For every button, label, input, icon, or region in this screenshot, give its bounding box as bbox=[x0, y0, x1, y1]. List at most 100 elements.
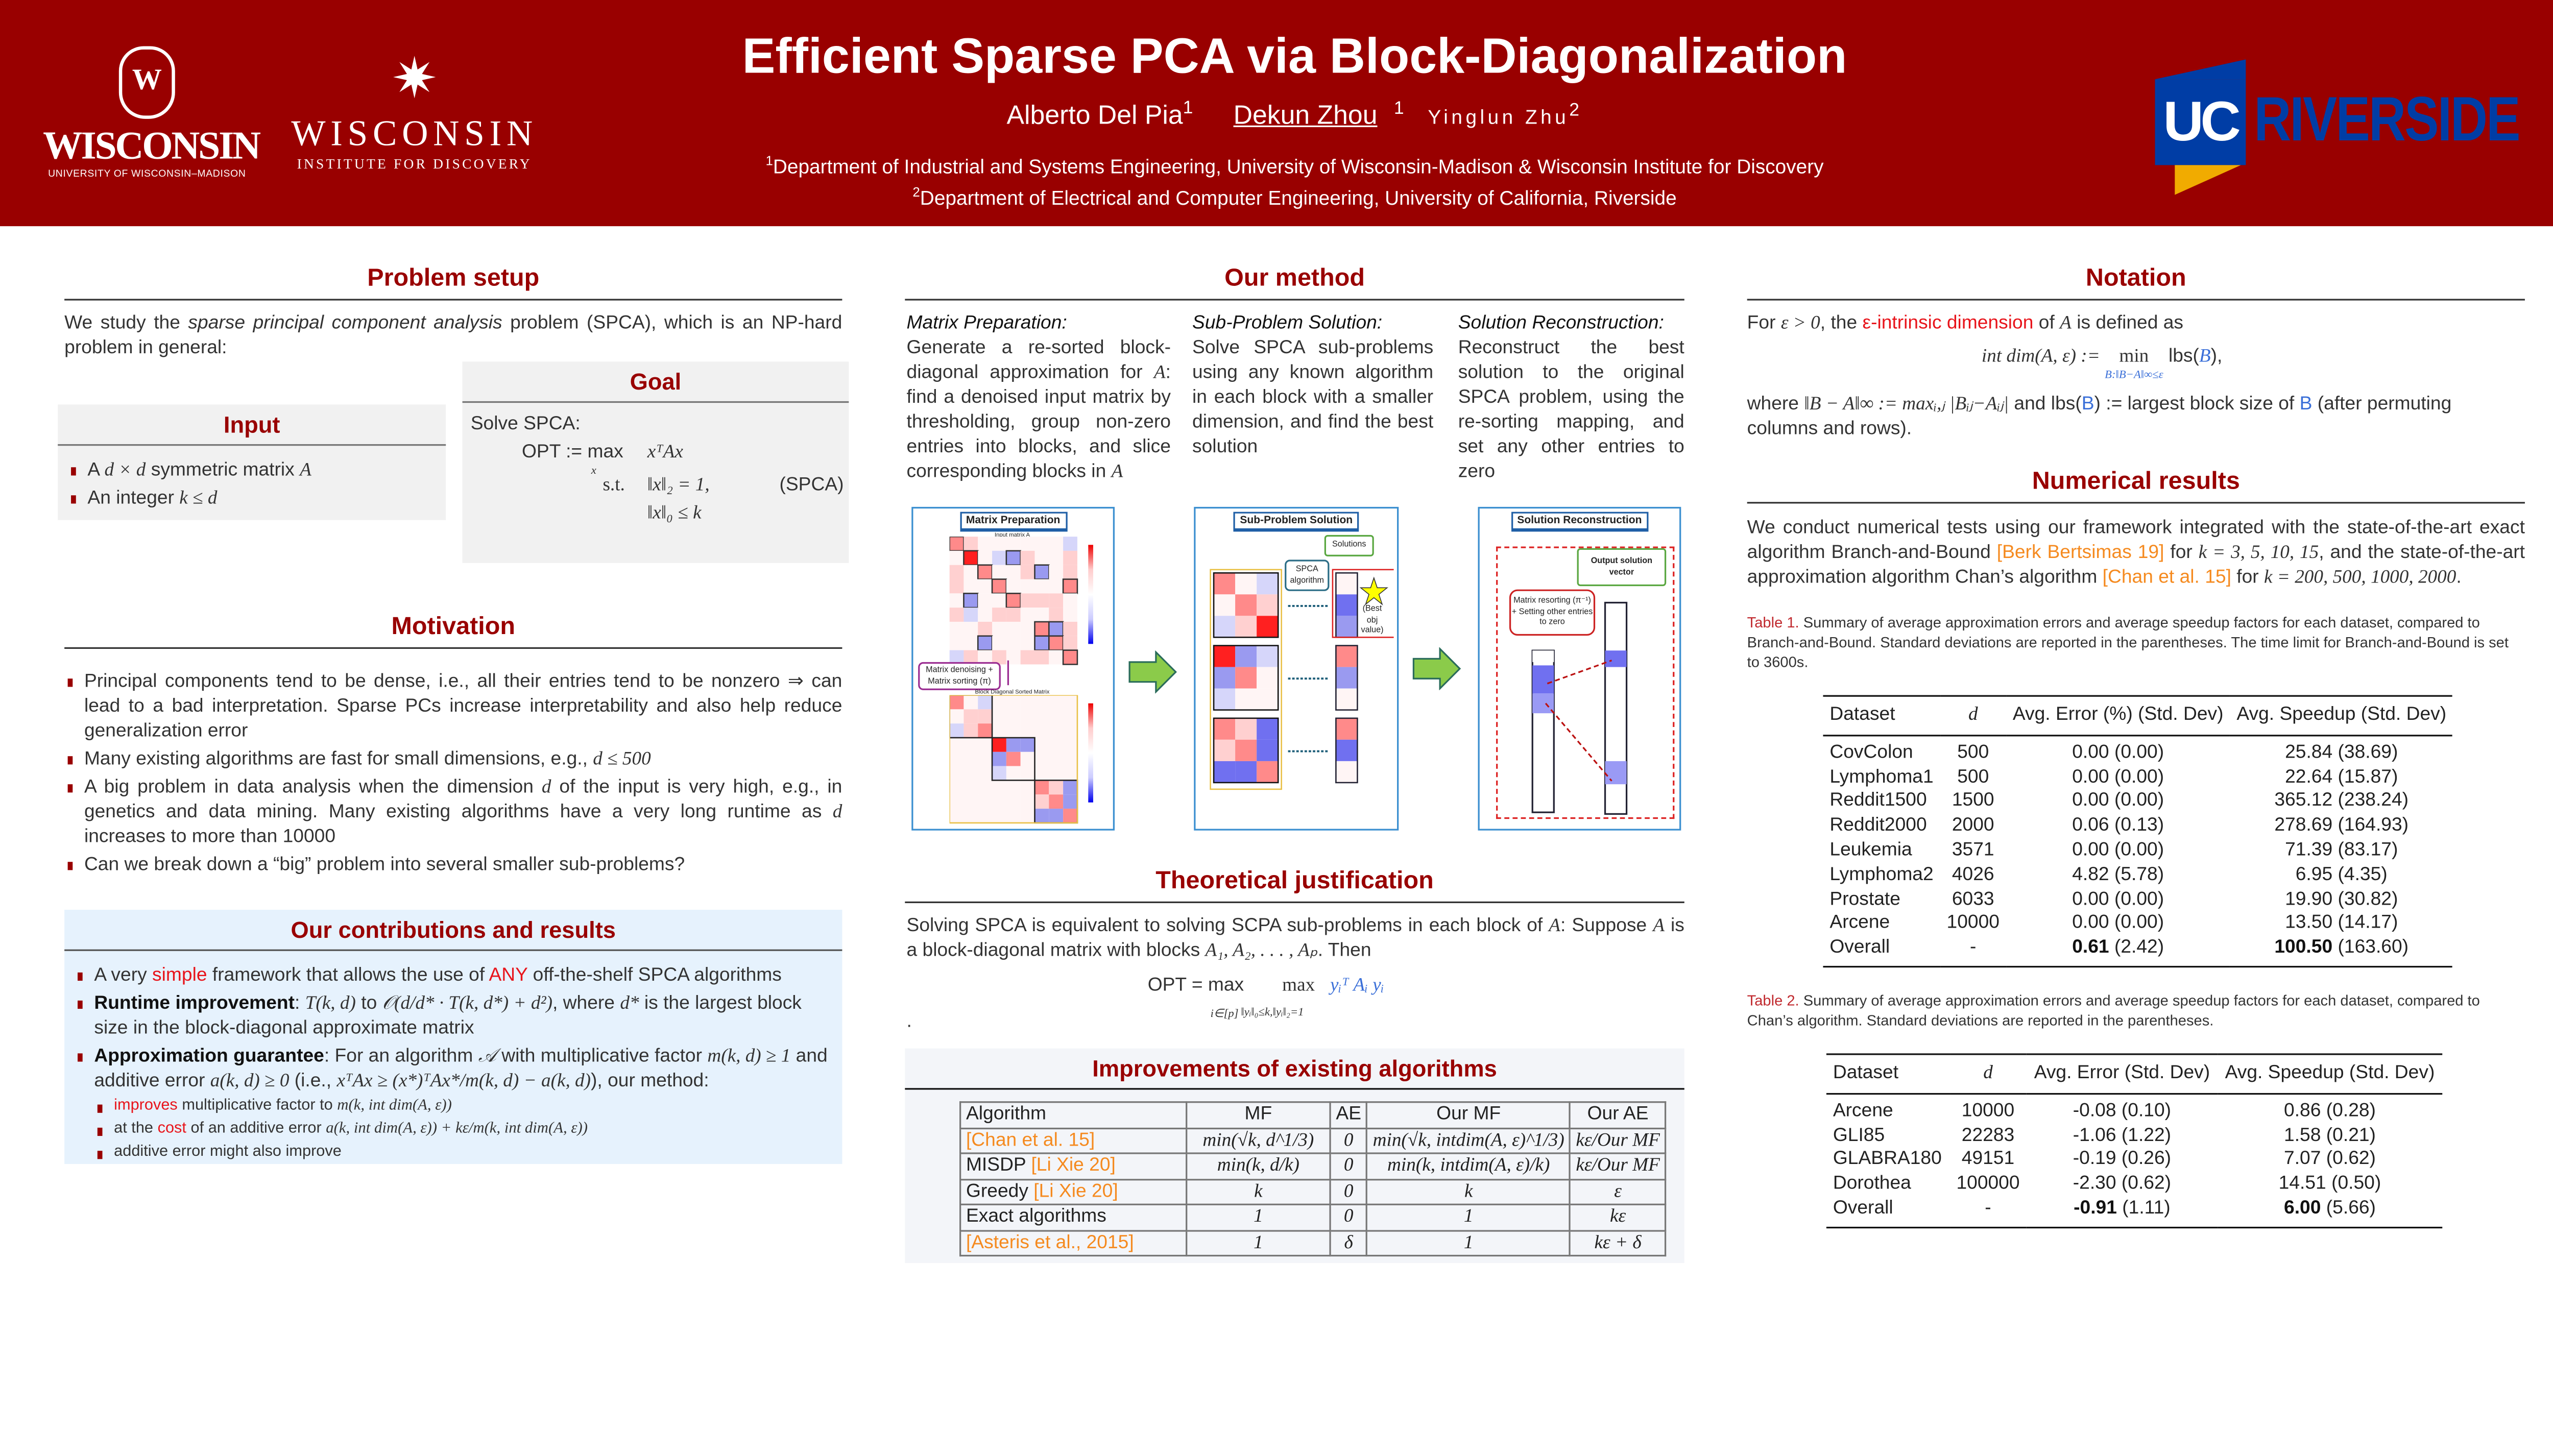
heatmap-cell bbox=[1048, 635, 1064, 651]
heatmap-cell bbox=[949, 794, 964, 809]
theory-title: Theoretical justification bbox=[905, 867, 1684, 904]
citation-link[interactable]: [Li Xie 20] bbox=[1033, 1181, 1118, 1201]
error-cell: 0.00 (0.00) bbox=[2072, 840, 2164, 860]
heatmap-cell bbox=[1214, 594, 1236, 616]
heatmap-cell bbox=[992, 809, 1006, 823]
heatmap-cell bbox=[1235, 667, 1257, 689]
text-segment: to bbox=[355, 993, 382, 1014]
table-row: Greedy [Li Xie 20] k 0 k ε bbox=[959, 1178, 1667, 1205]
text-segment: and additive error bbox=[94, 1047, 828, 1091]
subproblem-blocks bbox=[1210, 569, 1394, 790]
heatmap-cell bbox=[992, 766, 1006, 781]
text-segment: k ≤ d bbox=[179, 489, 218, 509]
text-segment: d × d bbox=[104, 460, 146, 481]
mf-cell: 1 bbox=[1186, 1229, 1331, 1257]
citation-link[interactable]: [Li Xie 20] bbox=[1031, 1155, 1116, 1176]
heatmap-cell bbox=[964, 650, 978, 665]
heatmap-cell bbox=[1006, 695, 1021, 710]
improvements-title: Improvements of existing algorithms bbox=[905, 1049, 1684, 1090]
heatmap-cell bbox=[1034, 695, 1049, 710]
heatmap-cell bbox=[1257, 616, 1279, 638]
heatmap-cell bbox=[949, 737, 964, 752]
heatmap-cell bbox=[992, 621, 1006, 636]
solution-vector bbox=[1335, 645, 1358, 711]
heatmap-cell bbox=[1049, 751, 1064, 766]
contributions-list: A very simple framework that allows the … bbox=[75, 964, 829, 1162]
error-cell: 0.00 (0.00) bbox=[2072, 742, 2164, 763]
text-segment: Many existing algorithms are fast for sm… bbox=[84, 749, 593, 770]
heatmap-cell bbox=[1020, 737, 1035, 752]
heatmap-cell bbox=[1336, 573, 1358, 595]
heatmap-cell bbox=[1006, 608, 1021, 622]
heatmap-cell bbox=[992, 780, 1006, 795]
heatmap-cell bbox=[1063, 723, 1077, 738]
d-cell: 500 bbox=[1957, 742, 1989, 763]
our-ae-cell: kε/Our MF bbox=[1569, 1152, 1667, 1180]
text-segment: cost bbox=[157, 1119, 186, 1138]
heatmap-cell bbox=[964, 737, 978, 752]
motivation-item: Can we break down a “big” problem into s… bbox=[64, 854, 842, 879]
text-segment: at the bbox=[114, 1119, 158, 1138]
heatmap-cell bbox=[1257, 667, 1279, 689]
blocks-frame bbox=[1210, 569, 1282, 790]
table-row: CovColon 500 0.00 (0.00) 25.84 (38.69) bbox=[1823, 735, 2453, 765]
speedup-cell: 7.07 (0.62) bbox=[2284, 1150, 2376, 1170]
heatmap-cell bbox=[1034, 794, 1049, 809]
heatmap-cell bbox=[1020, 794, 1035, 809]
text-segment: . Then bbox=[1317, 941, 1371, 961]
citation-link[interactable]: [Chan et al. 15] bbox=[966, 1130, 1095, 1150]
contribution-item: Runtime improvement: T(k, d) to 𝒪(d/d* ·… bbox=[75, 992, 829, 1042]
reconstruction-vectors bbox=[1531, 601, 1628, 815]
citation-link[interactable]: [Asteris et al., 2015] bbox=[966, 1232, 1134, 1253]
contribution-item: Approximation guarantee: For an algorith… bbox=[75, 1045, 829, 1162]
text-segment: multiplicative factor to bbox=[177, 1096, 338, 1115]
notation-where: where ‖B − A‖∞ := maxᵢ,ⱼ |Bᵢⱼ−Aᵢⱼ| and l… bbox=[1747, 393, 2525, 443]
heatmap-cell bbox=[1257, 688, 1279, 710]
heatmap-cell bbox=[1034, 737, 1049, 752]
text-segment: , the bbox=[1820, 313, 1863, 334]
our-ae-cell: kε bbox=[1569, 1203, 1667, 1231]
method-col-preparation: Matrix Preparation: Generate a re-sorted … bbox=[906, 313, 1171, 482]
wid-logo-sub: INSTITUTE FOR DISCOVERY bbox=[297, 155, 532, 172]
dataset-cell: Arcene bbox=[1833, 1101, 1893, 1121]
heatmap-cell bbox=[1063, 537, 1077, 551]
star-icon bbox=[1359, 576, 1388, 606]
figure-panel-preparation: Matrix Preparation Input matrix A Matrix… bbox=[911, 506, 1115, 831]
affiliations: 1Department of Industrial and Systems En… bbox=[0, 149, 2553, 211]
heatmap-cell bbox=[1049, 650, 1064, 665]
heatmap-cell bbox=[1006, 537, 1021, 551]
motivation-item: Principal components tend to be dense, i… bbox=[64, 670, 842, 745]
heatmap-cell bbox=[1005, 550, 1021, 566]
ae-cell: 0 bbox=[1329, 1127, 1368, 1154]
heatmap-cell bbox=[1034, 593, 1049, 608]
error-cell: 0.00 (0.00) bbox=[2072, 913, 2164, 934]
heatmap-cell bbox=[1049, 537, 1064, 551]
output-vector-label: Output solution vector bbox=[1577, 548, 1667, 587]
heatmap-cell bbox=[963, 593, 979, 609]
text-segment: xᵀAx ≥ (x*)ᵀAx*/m(k, d) − a(k, d) bbox=[336, 1071, 591, 1091]
heatmap-cell bbox=[1020, 709, 1035, 724]
wid-logo-name: WISCONSIN bbox=[291, 112, 538, 154]
heatmap-cell bbox=[1214, 616, 1236, 638]
heatmap-cell bbox=[1034, 809, 1049, 823]
heatmap-cell bbox=[1063, 709, 1077, 724]
goal-title: Goal bbox=[462, 361, 849, 403]
algorithm-cell: [Asteris et al., 2015] bbox=[959, 1229, 1188, 1257]
text-segment: off-the-shelf SPCA algorithms bbox=[527, 965, 782, 986]
table2: Dataset d Avg. Error (Std. Dev) Avg. Spe… bbox=[1826, 1053, 2443, 1228]
heatmap-cell bbox=[1257, 739, 1279, 761]
dataset-cell: GLABRA180 bbox=[1833, 1150, 1942, 1170]
text-segment: : bbox=[295, 993, 305, 1014]
motivation-item: A big problem in data analysis when the … bbox=[64, 776, 842, 851]
input-item: An integer k ≤ d bbox=[68, 487, 436, 512]
uw-logo-sub: UNIVERSITY OF WISCONSIN–MADISON bbox=[48, 170, 246, 180]
heatmap-cell bbox=[1214, 667, 1236, 689]
heatmap-cell bbox=[1034, 751, 1049, 766]
author-list: Alberto Del Pia1 Dekun Zhou 1 Yinglun Zhu… bbox=[0, 99, 2553, 133]
heatmap-cell bbox=[992, 593, 1006, 608]
speedup-cell: 278.69 (164.93) bbox=[2274, 816, 2409, 836]
speedup-cell: 6.95 (4.35) bbox=[2295, 864, 2388, 885]
heatmap-cell bbox=[1049, 794, 1064, 809]
dataset-cell: Overall bbox=[1833, 1198, 1893, 1219]
heatmap-cell bbox=[1214, 739, 1236, 761]
